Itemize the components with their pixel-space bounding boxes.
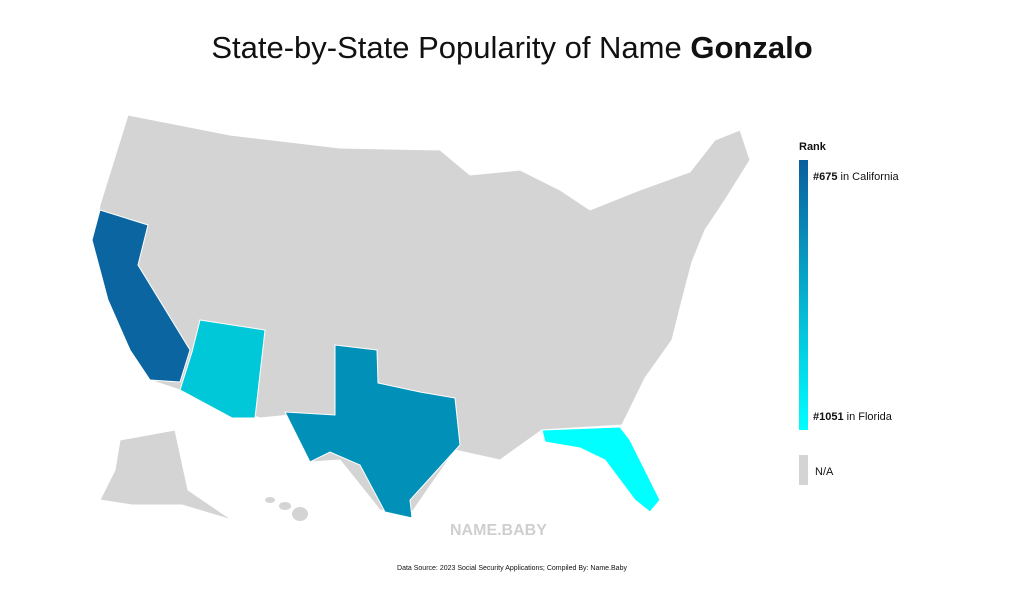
alaska [99,429,233,521]
source: Data Source: 2023 Social Security Applic… [397,565,627,572]
legend-top-rank: #675 [813,171,837,183]
california [91,209,191,383]
title: State-by-State Popularity of Name Gonzal… [0,30,1024,66]
legend-top: #675 in California [813,171,900,183]
legend-na: N/A [815,466,834,478]
legend-bottom-rank: #1051 [813,411,844,423]
legend-gradient [799,160,808,430]
arizona [179,319,266,419]
title-text: State-by-State Popularity of Name [211,30,682,65]
watermark: NAME.BABY [450,522,547,539]
legend-bottom: #1051 in Florida [813,411,893,423]
legend-top-label: in California [841,171,900,183]
legend-na-swatch [799,455,808,485]
florida [541,426,661,513]
hawaii [265,497,308,521]
title-name: Gonzalo [690,30,813,65]
legend-title: Rank [799,141,827,153]
texas [284,344,461,519]
legend-bottom-label: in Florida [847,411,893,423]
